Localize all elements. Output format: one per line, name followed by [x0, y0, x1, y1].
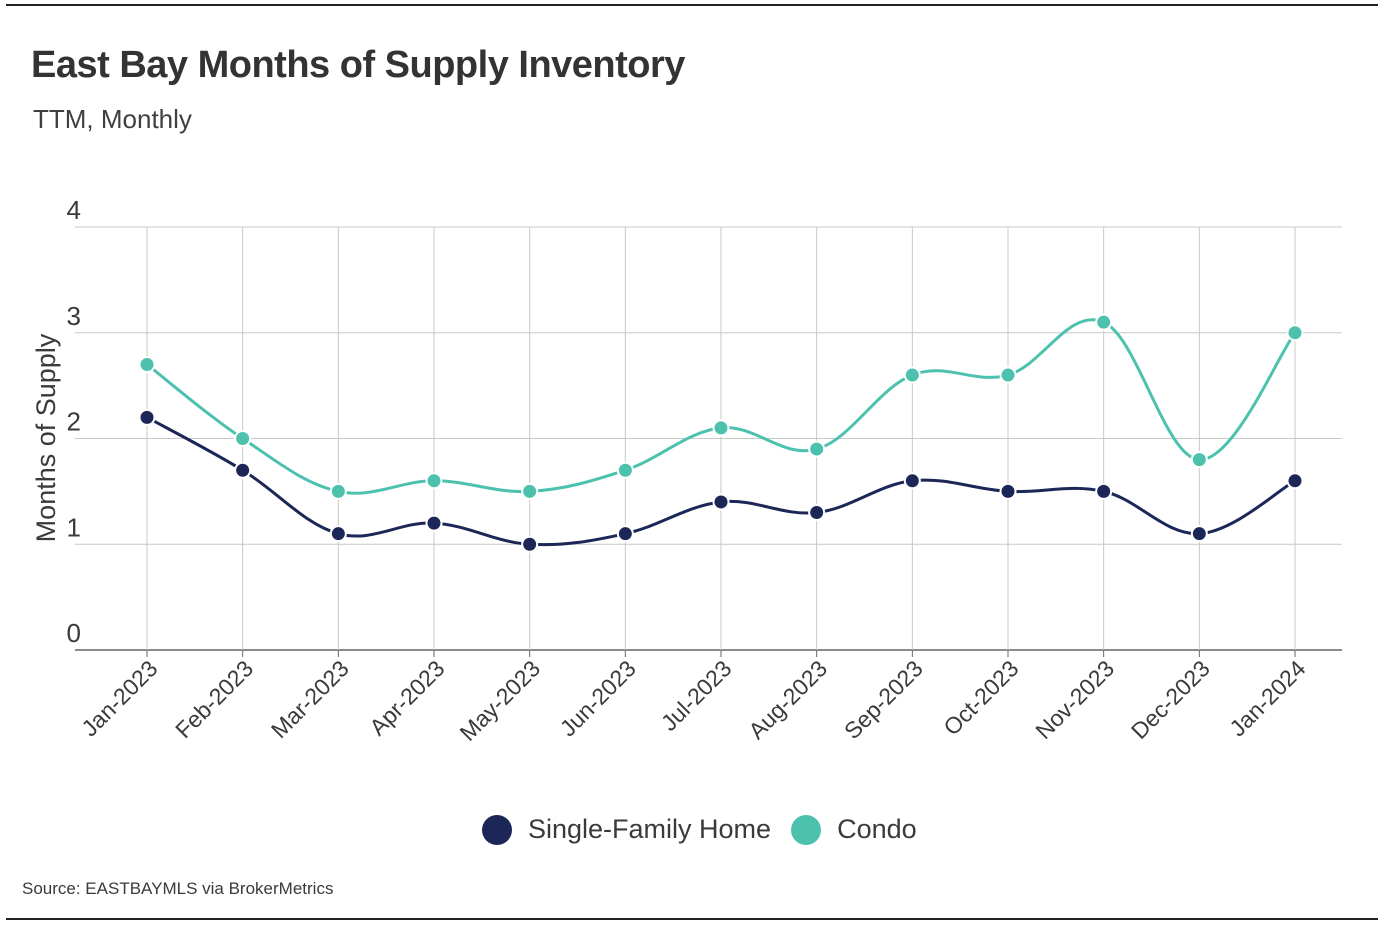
data-point-single-family: [808, 504, 826, 522]
x-tick-label: Dec-2023: [1126, 655, 1215, 744]
legend-label-single-family: Single-Family Home: [528, 814, 772, 844]
data-point-condo: [712, 419, 730, 437]
x-tick-label: Jan-2024: [1224, 655, 1310, 741]
data-point-condo: [1286, 324, 1304, 342]
data-point-condo: [903, 366, 921, 384]
data-point-single-family: [1095, 482, 1113, 500]
x-tick-label: Apr-2023: [364, 655, 449, 740]
chart-legend: Single-Family Home Condo: [482, 814, 937, 845]
y-tick-label: 3: [67, 301, 81, 331]
data-point-condo: [521, 482, 539, 500]
y-tick-label: 1: [67, 512, 81, 542]
data-point-single-family: [1190, 525, 1208, 543]
source-note: Source: EASTBAYMLS via BrokerMetrics: [22, 879, 334, 898]
data-point-single-family: [999, 482, 1017, 500]
legend-item-condo: Condo: [791, 814, 917, 845]
data-point-condo: [234, 430, 252, 447]
y-axis-label: Months of Supply: [31, 333, 61, 542]
x-tick-label: May-2023: [454, 655, 545, 746]
x-tick-label: Mar-2023: [266, 655, 354, 743]
data-point-single-family: [521, 535, 539, 553]
legend-item-single-family: Single-Family Home: [482, 814, 771, 845]
data-point-condo: [1095, 313, 1113, 331]
data-point-condo: [808, 440, 826, 458]
x-tick-label: Jul-2023: [656, 655, 737, 736]
y-tick-label: 2: [67, 407, 81, 437]
x-tick-label: Aug-2023: [743, 655, 832, 744]
y-tick-label: 4: [67, 195, 81, 225]
line-chart: 0 1 2 3 4 Jan-2023 Feb-2023 Mar-2023 Apr-2023 May…: [31, 195, 1342, 746]
data-point-condo: [616, 461, 634, 479]
data-point-single-family: [616, 525, 634, 543]
data-point-single-family: [138, 408, 156, 426]
x-tick-label: Nov-2023: [1030, 655, 1119, 744]
x-tick-label: Oct-2023: [938, 655, 1023, 740]
data-point-single-family: [712, 493, 730, 511]
x-tick-label: Jun-2023: [555, 655, 641, 741]
x-tick-label: Feb-2023: [170, 655, 258, 743]
x-tick-label: Sep-2023: [839, 655, 928, 744]
x-tick-label: Jan-2023: [76, 655, 162, 741]
chart-subtitle: TTM, Monthly: [33, 104, 192, 134]
data-point-condo: [425, 472, 443, 490]
data-point-condo: [138, 355, 156, 373]
chart-title: East Bay Months of Supply Inventory: [31, 44, 685, 86]
top-rule: [6, 4, 1378, 6]
bottom-rule: [6, 918, 1378, 920]
legend-marker-condo: [791, 814, 822, 845]
data-point-condo: [329, 482, 347, 500]
legend-marker-single-family: [482, 814, 512, 845]
data-point-condo: [1190, 451, 1208, 469]
data-point-single-family: [425, 514, 443, 532]
data-point-single-family: [234, 461, 252, 479]
data-point-single-family: [1286, 472, 1304, 490]
legend-label-condo: Condo: [837, 814, 917, 844]
data-point-condo: [999, 366, 1017, 384]
data-point-single-family: [329, 525, 347, 543]
y-tick-label: 0: [67, 618, 81, 648]
data-point-single-family: [903, 472, 921, 490]
